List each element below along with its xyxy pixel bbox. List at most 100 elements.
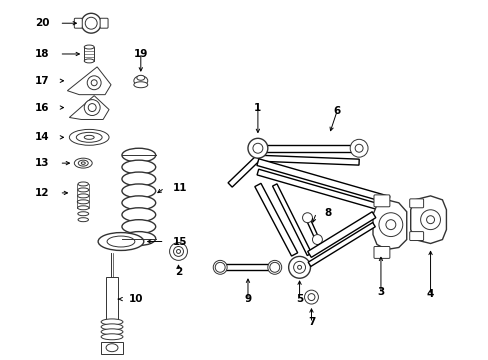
Ellipse shape xyxy=(307,294,314,301)
Ellipse shape xyxy=(74,158,92,168)
Circle shape xyxy=(293,261,305,273)
Ellipse shape xyxy=(122,208,155,222)
Ellipse shape xyxy=(101,334,122,340)
Polygon shape xyxy=(67,67,111,95)
Ellipse shape xyxy=(101,324,122,330)
Text: 18: 18 xyxy=(35,49,49,59)
Ellipse shape xyxy=(269,262,279,272)
Ellipse shape xyxy=(78,218,88,222)
Ellipse shape xyxy=(84,135,94,139)
Polygon shape xyxy=(257,169,389,213)
Polygon shape xyxy=(257,155,359,165)
Text: 5: 5 xyxy=(295,294,303,304)
Ellipse shape xyxy=(81,162,85,165)
Circle shape xyxy=(213,260,226,274)
Ellipse shape xyxy=(122,148,155,162)
Ellipse shape xyxy=(69,129,109,145)
Ellipse shape xyxy=(78,160,88,166)
Ellipse shape xyxy=(78,206,89,210)
FancyBboxPatch shape xyxy=(74,18,82,28)
Text: 20: 20 xyxy=(35,18,49,28)
Circle shape xyxy=(426,216,434,224)
Text: 11: 11 xyxy=(172,183,187,193)
Ellipse shape xyxy=(134,82,147,88)
Ellipse shape xyxy=(173,247,183,256)
Text: 4: 4 xyxy=(426,289,433,299)
Ellipse shape xyxy=(304,290,318,304)
Text: 17: 17 xyxy=(35,76,49,86)
Circle shape xyxy=(81,13,101,33)
Ellipse shape xyxy=(134,76,147,86)
Ellipse shape xyxy=(122,184,155,198)
Text: 8: 8 xyxy=(324,208,331,218)
Circle shape xyxy=(252,143,263,153)
Circle shape xyxy=(378,213,402,237)
FancyBboxPatch shape xyxy=(100,18,108,28)
Polygon shape xyxy=(307,212,375,257)
Ellipse shape xyxy=(78,212,88,216)
Polygon shape xyxy=(372,200,406,249)
Circle shape xyxy=(420,210,440,230)
Polygon shape xyxy=(307,222,374,266)
Ellipse shape xyxy=(98,233,143,251)
Polygon shape xyxy=(410,196,446,243)
Text: 9: 9 xyxy=(244,294,251,304)
Ellipse shape xyxy=(78,194,89,198)
Polygon shape xyxy=(256,159,389,203)
Circle shape xyxy=(302,213,312,223)
Text: 16: 16 xyxy=(35,103,49,113)
Ellipse shape xyxy=(76,132,102,142)
Text: 12: 12 xyxy=(35,188,49,198)
Ellipse shape xyxy=(84,45,94,49)
Ellipse shape xyxy=(169,243,187,260)
Circle shape xyxy=(297,265,301,269)
Polygon shape xyxy=(254,183,297,256)
FancyBboxPatch shape xyxy=(106,277,118,322)
Polygon shape xyxy=(227,156,260,187)
Ellipse shape xyxy=(137,75,144,80)
FancyBboxPatch shape xyxy=(84,47,94,61)
Ellipse shape xyxy=(84,59,94,63)
Ellipse shape xyxy=(106,344,118,352)
FancyBboxPatch shape xyxy=(373,195,389,207)
Ellipse shape xyxy=(78,188,88,192)
Text: 6: 6 xyxy=(333,107,340,117)
Ellipse shape xyxy=(122,220,155,234)
Circle shape xyxy=(247,138,267,158)
Text: 3: 3 xyxy=(377,287,384,297)
Circle shape xyxy=(312,235,322,244)
Ellipse shape xyxy=(77,200,89,204)
Ellipse shape xyxy=(215,262,224,272)
FancyBboxPatch shape xyxy=(101,342,122,354)
Text: 1: 1 xyxy=(254,103,261,113)
Circle shape xyxy=(354,144,362,152)
Circle shape xyxy=(288,256,310,278)
Text: 19: 19 xyxy=(133,49,148,59)
Text: 13: 13 xyxy=(35,158,49,168)
Text: 14: 14 xyxy=(35,132,49,142)
Ellipse shape xyxy=(78,182,88,186)
Circle shape xyxy=(91,80,97,86)
Polygon shape xyxy=(305,217,319,240)
Circle shape xyxy=(85,17,97,29)
Ellipse shape xyxy=(122,172,155,186)
Ellipse shape xyxy=(122,231,155,246)
Polygon shape xyxy=(272,184,311,256)
Ellipse shape xyxy=(107,236,135,247)
Ellipse shape xyxy=(101,329,122,335)
Text: 7: 7 xyxy=(307,317,315,327)
Circle shape xyxy=(84,100,100,116)
Circle shape xyxy=(349,139,367,157)
Text: 15: 15 xyxy=(172,237,187,247)
Polygon shape xyxy=(220,264,274,270)
Circle shape xyxy=(267,260,281,274)
Circle shape xyxy=(385,220,395,230)
FancyBboxPatch shape xyxy=(409,231,423,240)
Ellipse shape xyxy=(176,249,180,253)
Circle shape xyxy=(88,104,96,112)
Circle shape xyxy=(87,76,101,90)
Ellipse shape xyxy=(101,319,122,325)
Ellipse shape xyxy=(122,196,155,210)
Polygon shape xyxy=(257,145,358,152)
FancyBboxPatch shape xyxy=(373,247,389,258)
